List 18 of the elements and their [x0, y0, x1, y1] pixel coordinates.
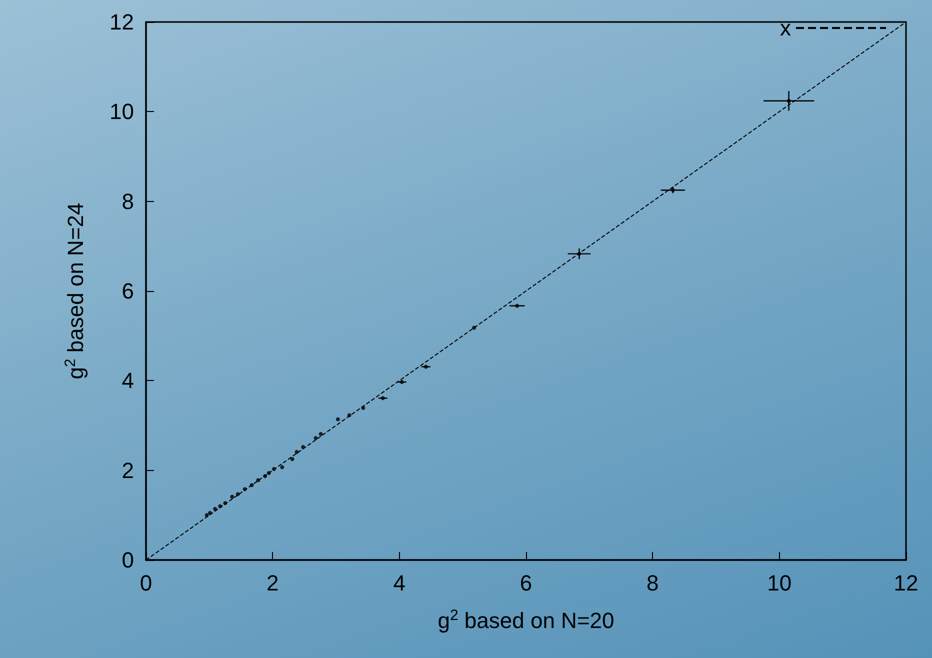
y-tick-label: 6 [122, 278, 134, 304]
x-tick-label: 6 [520, 570, 532, 596]
legend-label: x [780, 16, 791, 40]
y-tick-label: 2 [122, 458, 134, 483]
y-tick-label: 12 [110, 10, 134, 34]
y-tick-label: 10 [110, 99, 134, 124]
x-tick-label: 10 [767, 570, 792, 596]
y-tick-label: 0 [122, 548, 134, 572]
y-axis-title: g2 based on N=24 [62, 202, 88, 380]
y-tick-label: 4 [122, 368, 134, 394]
x-tick-label: 8 [646, 570, 659, 596]
x-tick-label: 12 [894, 570, 918, 596]
y-tick-label: 8 [122, 188, 134, 214]
point [577, 252, 582, 256]
point [786, 98, 791, 103]
x-tick-label: 2 [266, 570, 279, 596]
x-tick-label: 0 [140, 570, 152, 596]
x-tick-label: 4 [393, 570, 406, 596]
